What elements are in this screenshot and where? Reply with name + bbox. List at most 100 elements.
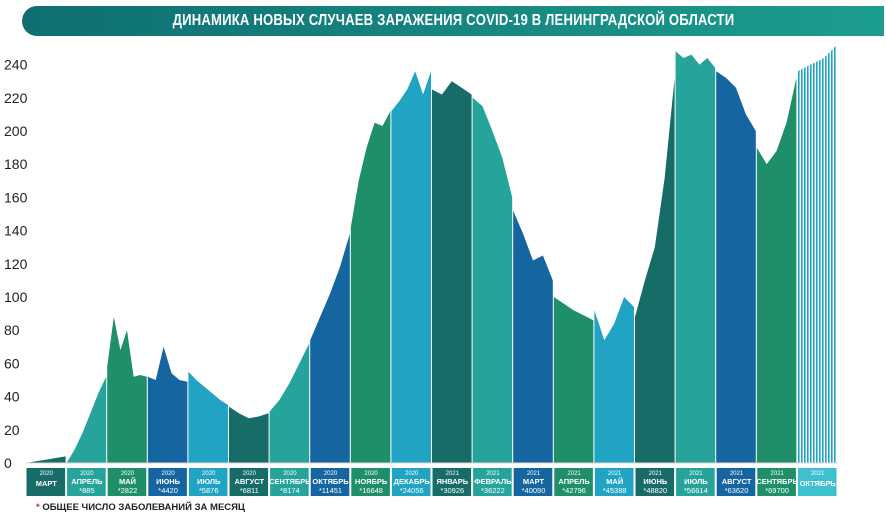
month-name-label: НОЯБРЬ [355,477,388,486]
footnote: * ОБЩЕЕ ЧИСЛО ЗАБОЛЕВАНИЙ ЗА МЕСЯЦ [36,502,245,513]
month-label-box-11 [432,468,472,496]
month-total-label: *56614 [684,486,708,495]
month-year-label: 2021 [689,471,703,477]
month-year-label: 2020 [40,471,54,477]
month-label-box-19 [757,468,796,496]
month-total-label: *63620 [725,486,749,495]
month-year-label: 2020 [324,471,338,477]
y-tick-label: 120 [4,256,28,272]
month-total-label: *48820 [643,486,667,495]
month-year-label: 2020 [80,471,94,477]
month-total-label: *45388 [603,486,627,495]
month-year-label: 2020 [364,471,378,477]
month-name-label: СЕНТЯБРЬ [269,477,311,486]
month-name-label: ОКТЯБРЬ [800,479,837,488]
y-tick-label: 0 [4,455,12,471]
month-name-label: МАЙ [119,477,136,486]
y-tick-label: 140 [4,223,28,239]
area-month-3 [107,316,147,463]
month-label-box-15 [594,468,634,496]
footnote-star: * [36,502,40,513]
month-name-label: ОКТЯБРЬ [312,477,349,486]
month-total-label: *16648 [359,486,383,495]
month-label-box-3 [107,468,147,496]
month-year-label: 2020 [243,471,257,477]
area-month-5 [188,371,228,463]
y-tick-label: 20 [4,422,20,438]
month-label-box-20 [797,468,837,496]
month-name-label: АВГУСТ [235,477,265,486]
area-month-20 [797,44,837,463]
month-total-label: *5876 [199,486,219,495]
area-month-9 [350,111,391,463]
y-tick-label: 80 [4,322,20,338]
month-year-label: 2021 [608,471,622,477]
month-name-label: АПРЕЛЬ [558,477,590,486]
month-total-label: *4420 [158,486,178,495]
y-axis: 0 20 40 60 80 100 120 140 160 180 200 220 240 [4,57,838,471]
month-year-label: 2020 [283,471,297,477]
month-year-label: 2020 [405,471,419,477]
month-name-label: МАРТ [36,479,58,488]
month-total-label: *24056 [400,486,424,495]
month-total-label: *40090 [522,486,546,495]
area-month-13 [513,210,553,463]
month-label-box-8 [310,468,350,496]
month-label-box-13 [513,468,553,496]
month-year-label: 2020 [202,471,216,477]
month-name-label: МАЙ [606,477,623,486]
month-name-label: ДЕКАБРЬ [394,477,431,486]
area-month-16 [635,77,675,464]
month-year-label: 2021 [770,471,784,477]
area-month-19 [756,77,797,464]
month-label-box-2 [67,468,106,496]
month-label-box-4 [148,468,187,496]
y-tick-label: 220 [4,90,28,106]
month-label-box-5 [188,468,228,496]
month-name-label: СЕНТЯБРЬ [756,477,798,486]
month-total-label: *69700 [765,486,789,495]
area-month-10 [391,71,431,463]
y-tick-label: 160 [4,189,28,205]
month-year-label: 2021 [527,471,541,477]
month-year-label: 2021 [446,471,460,477]
area-month-7 [269,343,310,463]
area-month-15 [594,297,634,463]
month-name-label: МАРТ [523,477,545,486]
area-month-6 [229,406,269,463]
chart-title: ДИНАМИКА НОВЫХ СЛУЧАЕВ ЗАРАЖЕНИЯ COVID-1… [172,12,734,29]
month-labels: 2020МАРТ2020АПРЕЛЬ*8852020МАЙ*28222020ИЮ… [26,468,837,496]
month-label-box-9 [351,468,390,496]
month-total-label: *2822 [118,486,138,495]
area-month-18 [716,71,756,463]
month-label-box-7 [270,468,309,496]
month-name-label: ИЮНЬ [643,477,668,486]
month-label-box-12 [473,468,512,496]
month-year-label: 2020 [161,471,175,477]
month-year-label: 2021 [486,471,500,477]
area-month-17 [675,51,716,464]
month-name-label: ИЮЛЬ [684,477,708,486]
area-month-1 [26,456,66,463]
month-label-box-1 [26,468,66,496]
month-year-label: 2021 [730,471,744,477]
month-total-label: *885 [79,486,94,495]
month-total-label: *8174 [280,486,300,495]
month-total-label: *6811 [240,486,259,495]
month-label-box-10 [391,468,431,496]
area-month-8 [310,233,350,463]
area-month-14 [553,297,594,463]
month-name-label: ФЕВРАЛЬ [474,477,512,486]
month-year-label: 2021 [649,471,663,477]
month-name-label: ИЮНЬ [156,477,181,486]
month-total-label: *30926 [440,486,464,495]
month-name-label: ИЮЛЬ [197,477,221,486]
month-label-box-14 [554,468,593,496]
month-year-label: 2021 [567,471,581,477]
area-month-12 [472,97,513,464]
area-month-2 [66,376,107,463]
month-total-label: *42796 [562,486,586,495]
month-label-box-17 [676,468,715,496]
area-month-4 [147,346,188,463]
